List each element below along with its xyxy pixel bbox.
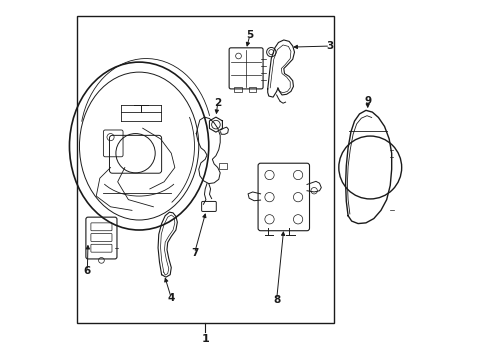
- Text: 4: 4: [167, 293, 175, 303]
- Text: 1: 1: [201, 334, 209, 344]
- Text: 6: 6: [83, 266, 91, 276]
- Bar: [77, 16, 333, 323]
- Text: 3: 3: [326, 41, 333, 51]
- Bar: [248, 87, 255, 92]
- Text: 5: 5: [246, 30, 253, 40]
- Text: 7: 7: [190, 248, 198, 258]
- Text: 9: 9: [364, 96, 370, 107]
- Text: 8: 8: [272, 295, 280, 305]
- Text: 2: 2: [214, 98, 221, 108]
- Bar: [219, 163, 226, 169]
- Bar: [234, 87, 241, 92]
